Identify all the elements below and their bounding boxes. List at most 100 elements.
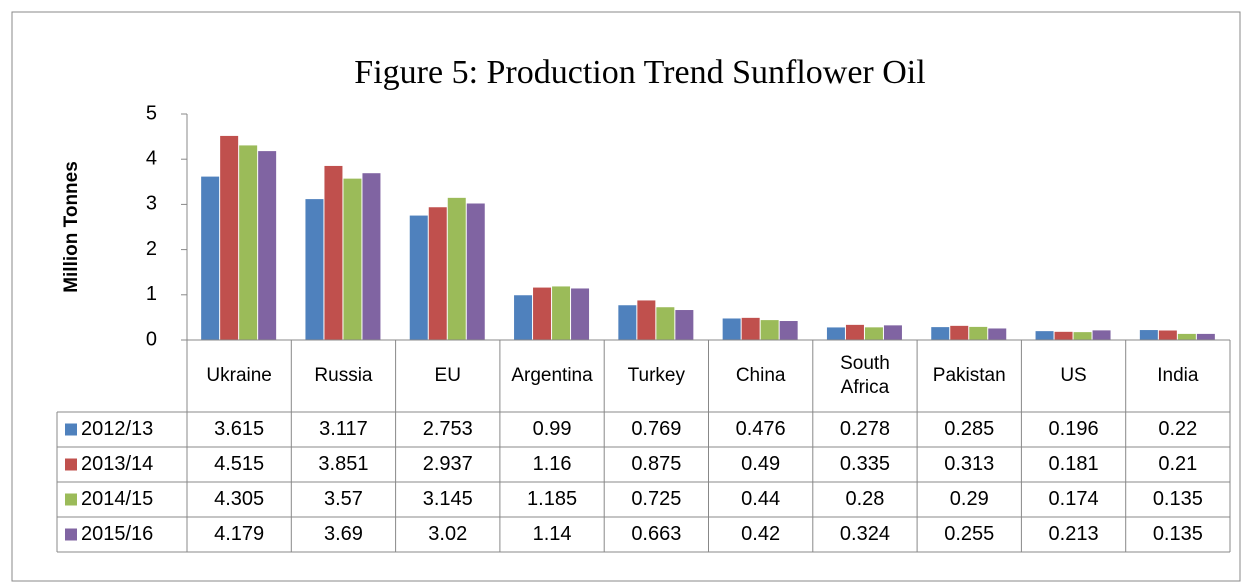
legend-swatch (65, 423, 77, 436)
table-value: 3.02 (428, 523, 467, 545)
table-value: 0.213 (1049, 523, 1099, 545)
table-value: 0.44 (741, 488, 780, 510)
x-tick-cell: US (1060, 365, 1087, 386)
x-tick-label: South Africa (840, 353, 890, 398)
y-tick-label: 5 (146, 102, 157, 124)
x-tick-label: Argentina (511, 365, 593, 386)
table-value: 1.185 (527, 488, 577, 510)
bar (1073, 332, 1092, 340)
table-value: 3.57 (324, 488, 363, 510)
x-tick-label: China (735, 365, 786, 386)
bar (343, 178, 362, 340)
y-tick-label: 3 (146, 193, 157, 215)
table-value: 3.145 (423, 488, 473, 510)
table-value: 2.753 (423, 418, 473, 440)
table-value: 0.22 (1158, 418, 1197, 440)
bar (533, 287, 552, 340)
x-tick-cell: South Africa (840, 353, 890, 398)
x-tick-cell: EU (435, 365, 461, 386)
y-tick-label: 1 (146, 283, 157, 305)
x-tick-cell: Ukraine (206, 365, 272, 386)
table-value: 0.663 (631, 523, 681, 545)
bar (447, 197, 466, 340)
legend-label: 2013/14 (81, 453, 153, 475)
table-value: 0.875 (631, 453, 681, 475)
x-tick-label: Ukraine (206, 365, 272, 386)
bar (428, 207, 447, 340)
bar (779, 321, 798, 340)
table-value: 0.21 (1158, 453, 1197, 475)
legend-swatch (65, 528, 77, 541)
table-value: 4.515 (214, 453, 264, 475)
bar (1177, 333, 1196, 340)
table-value: 0.324 (840, 523, 890, 545)
table-value: 3.69 (324, 523, 363, 545)
table-value: 3.851 (318, 453, 368, 475)
table-value: 4.305 (214, 488, 264, 510)
table-value: 0.49 (741, 453, 780, 475)
bar (950, 325, 969, 340)
bar (741, 317, 760, 340)
bar (845, 324, 864, 340)
bar (514, 295, 533, 340)
bar (409, 215, 428, 340)
bar (258, 151, 277, 340)
table-value: 0.29 (950, 488, 989, 510)
bar (552, 286, 571, 340)
table-value: 4.179 (214, 523, 264, 545)
bar (969, 326, 988, 340)
x-tick-label: India (1157, 365, 1199, 386)
table-value: 1.16 (533, 453, 572, 475)
x-tick-cell: Pakistan (932, 365, 1006, 386)
bar (656, 307, 675, 340)
table-value: 0.313 (944, 453, 994, 475)
legend-swatch (65, 458, 77, 471)
table-value: 0.174 (1049, 488, 1099, 510)
table-value: 1.14 (533, 523, 572, 545)
bar (466, 203, 485, 340)
table-value: 0.135 (1153, 523, 1203, 545)
bar (1139, 330, 1158, 340)
x-tick-cell: Turkey (627, 365, 686, 386)
bar (1054, 331, 1073, 340)
table-value: 0.99 (533, 418, 572, 440)
table-value: 0.476 (736, 418, 786, 440)
bar (722, 318, 741, 340)
x-tick-label: Pakistan (932, 365, 1006, 386)
bar (1196, 333, 1215, 340)
table-value: 0.255 (944, 523, 994, 545)
bar (1158, 330, 1177, 340)
table-value: 0.278 (840, 418, 890, 440)
x-tick-label: US (1060, 365, 1087, 386)
bar (826, 327, 845, 340)
x-tick-cell: Argentina (511, 365, 593, 386)
bar (675, 310, 694, 340)
bar (883, 325, 902, 340)
bar (988, 328, 1007, 340)
x-tick-label: Turkey (627, 365, 686, 386)
x-tick-cell: India (1157, 365, 1199, 386)
legend-label: 2014/15 (81, 488, 153, 510)
bar (571, 288, 590, 340)
table-value: 0.769 (631, 418, 681, 440)
bar (239, 145, 258, 340)
table-value: 0.28 (845, 488, 884, 510)
chart-title: Figure 5: Production Trend Sunflower Oil (354, 54, 925, 91)
bar (324, 165, 343, 340)
legend-swatch (65, 493, 77, 506)
table-value: 0.135 (1153, 488, 1203, 510)
bar (220, 135, 239, 340)
bar (1035, 331, 1054, 340)
x-tick-cell: Russia (314, 365, 373, 386)
table-value: 0.335 (840, 453, 890, 475)
y-tick-label: 0 (146, 328, 157, 350)
table-value: 0.42 (741, 523, 780, 545)
bar (637, 300, 656, 340)
bar (931, 327, 950, 340)
y-tick-label: 4 (146, 147, 157, 169)
x-tick-label: Russia (314, 365, 373, 386)
table-value: 3.615 (214, 418, 264, 440)
y-axis-label: Million Tonnes (61, 161, 82, 293)
legend-label: 2015/16 (81, 523, 153, 545)
